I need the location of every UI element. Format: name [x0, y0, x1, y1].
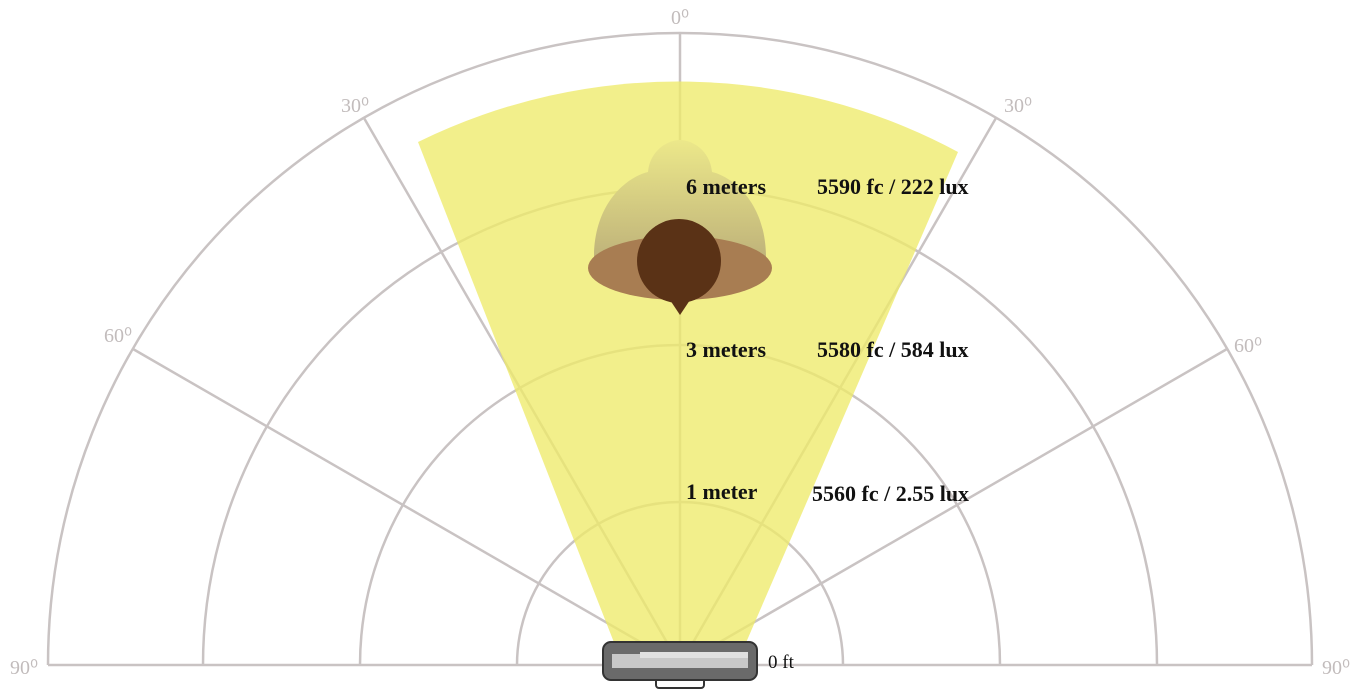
origin-label: 0 ft	[768, 652, 795, 673]
distance-label: 1 meter	[686, 479, 758, 504]
distance-label: 3 meters	[686, 337, 766, 362]
fixture-icon	[603, 642, 757, 688]
angle-label: 90⁰	[10, 657, 38, 679]
reading-label: 5580 fc / 584 lux	[817, 337, 969, 362]
reading-label: 5590 fc / 222 lux	[817, 174, 969, 199]
distance-label: 6 meters	[686, 174, 766, 199]
angle-label: 90⁰	[1322, 657, 1350, 679]
angle-label: 30⁰	[341, 95, 369, 117]
beam-diagram: 0⁰ 30⁰ 30⁰ 60⁰ 60⁰ 90⁰ 90⁰ 6 meters 5590…	[0, 0, 1366, 689]
reading-label: 5560 fc / 2.55 lux	[812, 481, 969, 506]
angle-label: 0⁰	[671, 7, 689, 29]
angle-label: 60⁰	[1234, 335, 1262, 357]
angle-label: 30⁰	[1004, 95, 1032, 117]
angle-label: 60⁰	[104, 325, 132, 347]
